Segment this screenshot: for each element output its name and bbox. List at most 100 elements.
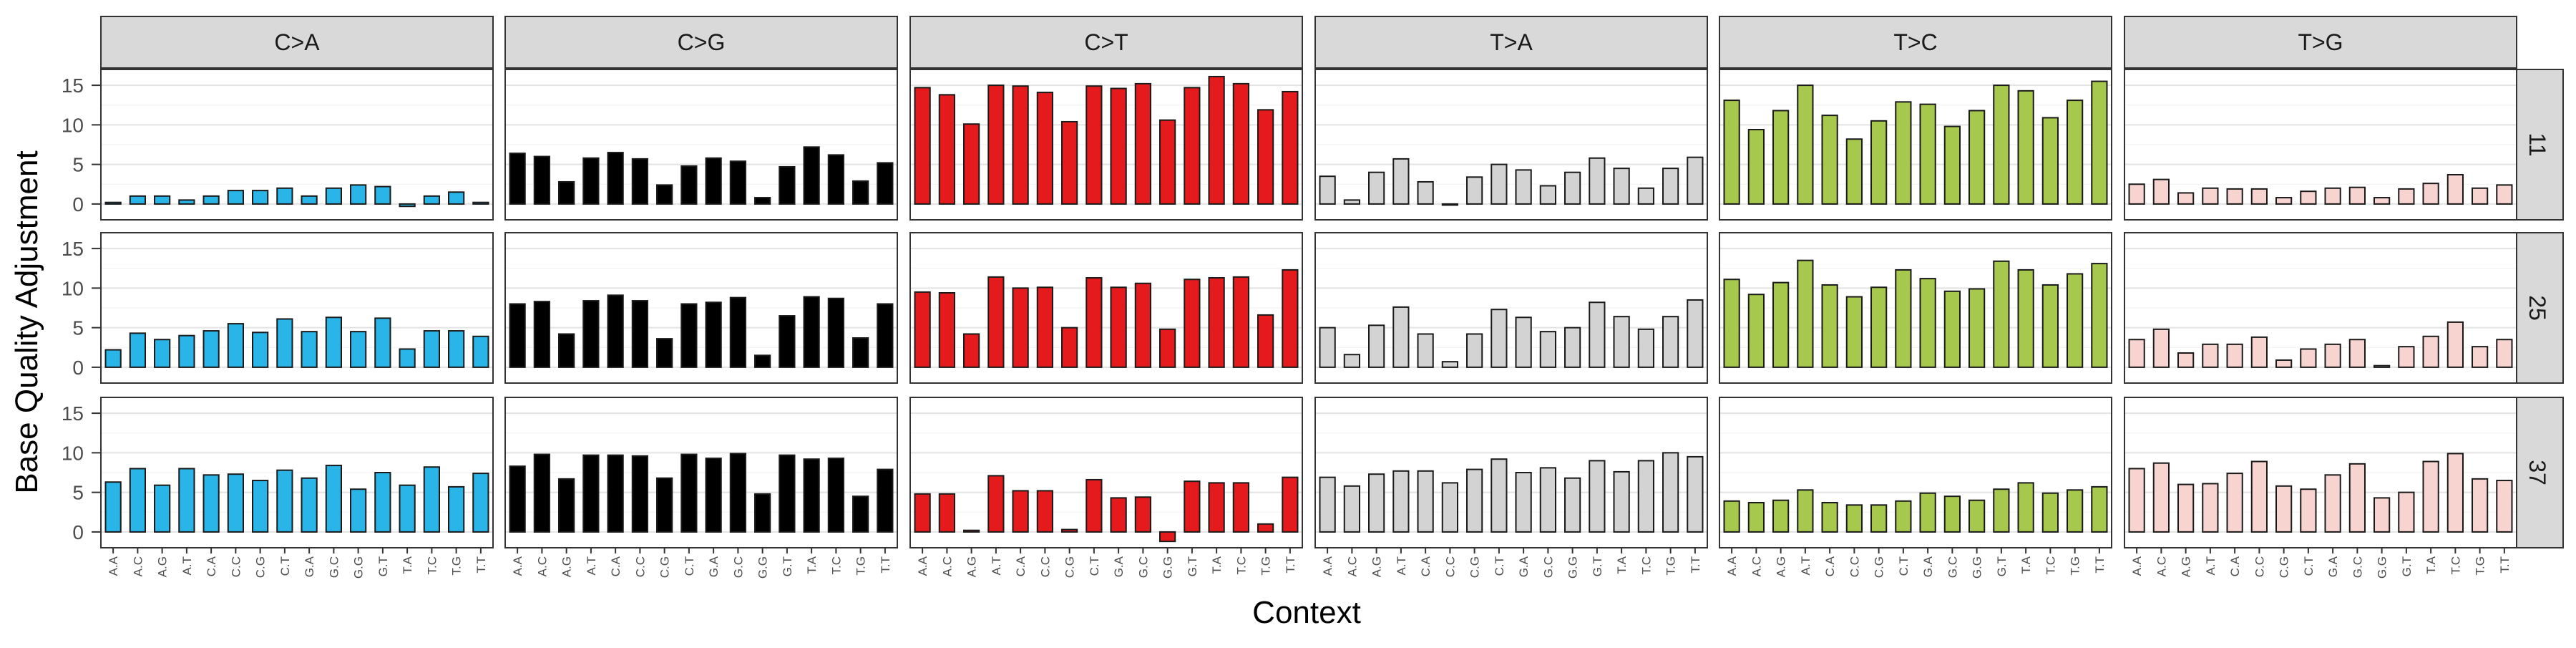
x-tick-label: G.T bbox=[2400, 556, 2414, 576]
bar-c-to-a-37-c-c bbox=[227, 473, 244, 533]
bar-t-to-c-37-g-c bbox=[1943, 495, 1961, 533]
bar-c-to-g-37-g-g bbox=[754, 493, 771, 533]
bar-t-to-a-11-t-t bbox=[1687, 156, 1704, 205]
panel-border bbox=[2124, 69, 2517, 221]
bar-t-to-a-37-g-c bbox=[1539, 467, 1556, 533]
bar-t-to-a-37-g-t bbox=[1589, 460, 1606, 533]
bar-c-to-g-25-t-c bbox=[827, 297, 844, 368]
bar-c-to-t-37-g-g bbox=[1159, 531, 1176, 543]
bar-t-to-g-37-t-c bbox=[2446, 453, 2464, 533]
bar-c-to-a-37-a-a bbox=[104, 481, 122, 533]
bar-t-to-c-11-c-a bbox=[1821, 115, 1838, 205]
facet-strip-label: T>C bbox=[1893, 29, 1937, 55]
panel-c-to-a-25 bbox=[100, 232, 494, 384]
bar-c-to-t-37-t-t bbox=[1282, 476, 1299, 533]
bar-c-to-a-37-t-a bbox=[399, 484, 416, 533]
bar-c-to-a-11-g-a bbox=[301, 195, 318, 205]
bar-c-to-t-11-g-a bbox=[1110, 87, 1127, 205]
bar-t-to-c-37-t-c bbox=[2041, 492, 2059, 533]
bar-t-to-a-37-a-c bbox=[1343, 485, 1360, 533]
bar-t-to-a-11-t-c bbox=[1637, 187, 1654, 205]
bar-c-to-a-25-c-t bbox=[276, 318, 293, 368]
bar-t-to-c-25-g-t bbox=[1993, 260, 2010, 368]
x-tick-label: A.C bbox=[1345, 556, 1359, 576]
bar-t-to-g-25-t-c bbox=[2446, 321, 2464, 368]
bar-c-to-t-25-t-a bbox=[1208, 277, 1225, 368]
bar-c-to-g-37-t-g bbox=[852, 495, 869, 533]
bar-t-to-c-11-g-c bbox=[1943, 125, 1961, 205]
panel-border bbox=[1314, 69, 1708, 221]
x-tick-label: G.G bbox=[1566, 556, 1580, 579]
bar-t-to-c-37-a-t bbox=[1797, 489, 1814, 533]
bar-c-to-t-25-g-c bbox=[1134, 282, 1151, 368]
bar-t-to-g-11-t-c bbox=[2446, 174, 2464, 205]
bar-t-to-g-11-a-c bbox=[2152, 178, 2170, 205]
bar-t-to-c-11-a-a bbox=[1723, 100, 1740, 205]
panel-border bbox=[1719, 397, 2112, 548]
bar-t-to-g-25-a-c bbox=[2152, 328, 2170, 368]
bar-c-to-t-37-a-t bbox=[987, 475, 1005, 533]
panel-border bbox=[909, 69, 1303, 221]
bar-c-to-a-37-a-c bbox=[129, 468, 146, 533]
bar-t-to-g-37-a-g bbox=[2177, 483, 2195, 533]
bar-c-to-a-11-t-g bbox=[448, 191, 465, 205]
bar-t-to-a-11-t-g bbox=[1662, 168, 1679, 205]
x-tick-label: G.G bbox=[756, 556, 770, 579]
bar-t-to-a-37-t-c bbox=[1637, 460, 1654, 533]
bar-t-to-g-11-a-a bbox=[2128, 183, 2145, 205]
bar-c-to-t-11-t-c bbox=[1232, 82, 1249, 205]
bar-c-to-a-37-a-t bbox=[178, 468, 195, 533]
panel-border bbox=[504, 397, 898, 548]
bar-c-to-g-11-g-a bbox=[705, 157, 722, 205]
bar-t-to-g-25-c-g bbox=[2275, 359, 2293, 368]
bar-c-to-t-25-g-t bbox=[1184, 279, 1201, 368]
bar-c-to-t-25-c-t bbox=[1085, 277, 1103, 368]
bar-t-to-c-25-t-a bbox=[2017, 269, 2034, 368]
x-tick-label: G.C bbox=[731, 556, 745, 578]
x-tick-label: T.A bbox=[2019, 556, 2033, 574]
bar-c-to-t-25-c-g bbox=[1061, 327, 1078, 368]
bar-t-to-a-37-c-c bbox=[1441, 482, 1458, 533]
bar-c-to-a-37-t-g bbox=[448, 485, 465, 533]
bar-t-to-g-25-g-c bbox=[2348, 339, 2366, 368]
y-tick-label: 10 bbox=[62, 442, 84, 464]
y-tick-label: 5 bbox=[72, 317, 84, 339]
x-tick-label: C.G bbox=[658, 556, 672, 578]
bar-t-to-g-37-c-t bbox=[2300, 488, 2317, 533]
bar-t-to-c-11-g-g bbox=[1968, 110, 1986, 205]
bar-c-to-t-37-g-t bbox=[1184, 480, 1201, 533]
x-tick-label: T.C bbox=[425, 556, 439, 575]
bar-t-to-a-37-g-a bbox=[1515, 472, 1532, 533]
bar-c-to-g-25-a-t bbox=[582, 300, 600, 368]
bar-t-to-g-11-t-a bbox=[2422, 183, 2439, 205]
bar-t-to-c-37-c-t bbox=[1895, 500, 1912, 533]
panel-c-to-a-37 bbox=[100, 397, 494, 548]
facet-strip-label: C>T bbox=[1084, 29, 1128, 55]
facet-strip-c-to-g: C>G bbox=[504, 16, 898, 69]
facet-strip-t-to-g: T>G bbox=[2124, 16, 2517, 69]
bar-c-to-a-11-g-c bbox=[325, 187, 342, 205]
bar-c-to-a-37-g-g bbox=[350, 488, 367, 533]
bar-t-to-g-37-g-g bbox=[2373, 497, 2391, 533]
bar-c-to-g-25-g-g bbox=[754, 354, 771, 368]
bar-c-to-a-37-g-t bbox=[374, 472, 391, 533]
bar-t-to-g-11-a-g bbox=[2177, 192, 2195, 205]
x-tick-label: T.T bbox=[1284, 556, 1297, 574]
bar-t-to-c-25-c-c bbox=[1845, 296, 1863, 368]
x-tick-label: A.C bbox=[1750, 556, 1763, 576]
bar-c-to-t-25-c-c bbox=[1036, 286, 1053, 368]
y-tick-label: 15 bbox=[62, 402, 84, 425]
bar-t-to-a-25-g-c bbox=[1539, 331, 1556, 368]
x-tick-label: T.A bbox=[2424, 556, 2438, 574]
bar-t-to-c-25-a-g bbox=[1772, 281, 1790, 368]
bar-c-to-a-25-c-g bbox=[252, 332, 269, 368]
bar-t-to-a-25-t-c bbox=[1637, 328, 1654, 368]
bar-t-to-g-37-g-t bbox=[2398, 491, 2415, 533]
y-tick-label: 10 bbox=[62, 277, 84, 299]
bar-t-to-a-11-a-c bbox=[1343, 199, 1360, 205]
x-tick-label: A.G bbox=[1775, 556, 1788, 577]
bar-t-to-g-37-t-a bbox=[2422, 460, 2439, 533]
bar-c-to-g-37-a-g bbox=[558, 478, 575, 533]
bar-t-to-c-25-g-c bbox=[1943, 290, 1961, 368]
